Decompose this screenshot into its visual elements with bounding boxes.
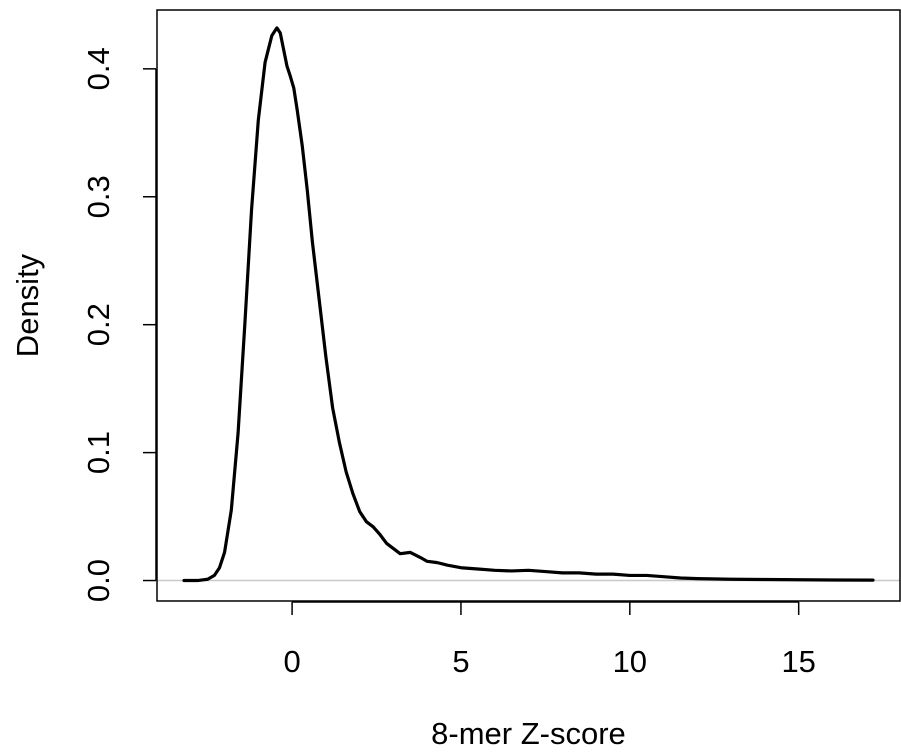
plot-frame xyxy=(156,9,901,602)
y-axis: 0.0 0.1 0.2 0.3 0.4 xyxy=(81,47,157,602)
x-axis-label: 8-mer Z-score xyxy=(431,716,626,751)
x-axis: 0 5 10 15 xyxy=(283,601,816,679)
y-tick-label: 0.4 xyxy=(81,47,116,90)
x-tick-label: 15 xyxy=(781,644,815,679)
density-curve-line xyxy=(182,26,875,583)
y-tick-label: 0.2 xyxy=(81,303,116,346)
x-tick-label: 10 xyxy=(613,644,647,679)
x-tick-label: 0 xyxy=(283,644,300,679)
y-tick-label: 0.3 xyxy=(81,175,116,218)
y-axis-label: Density xyxy=(10,253,45,357)
x-tick-label: 5 xyxy=(452,644,469,679)
y-tick-label: 0.1 xyxy=(81,431,116,474)
y-tick-label: 0.0 xyxy=(81,559,116,602)
